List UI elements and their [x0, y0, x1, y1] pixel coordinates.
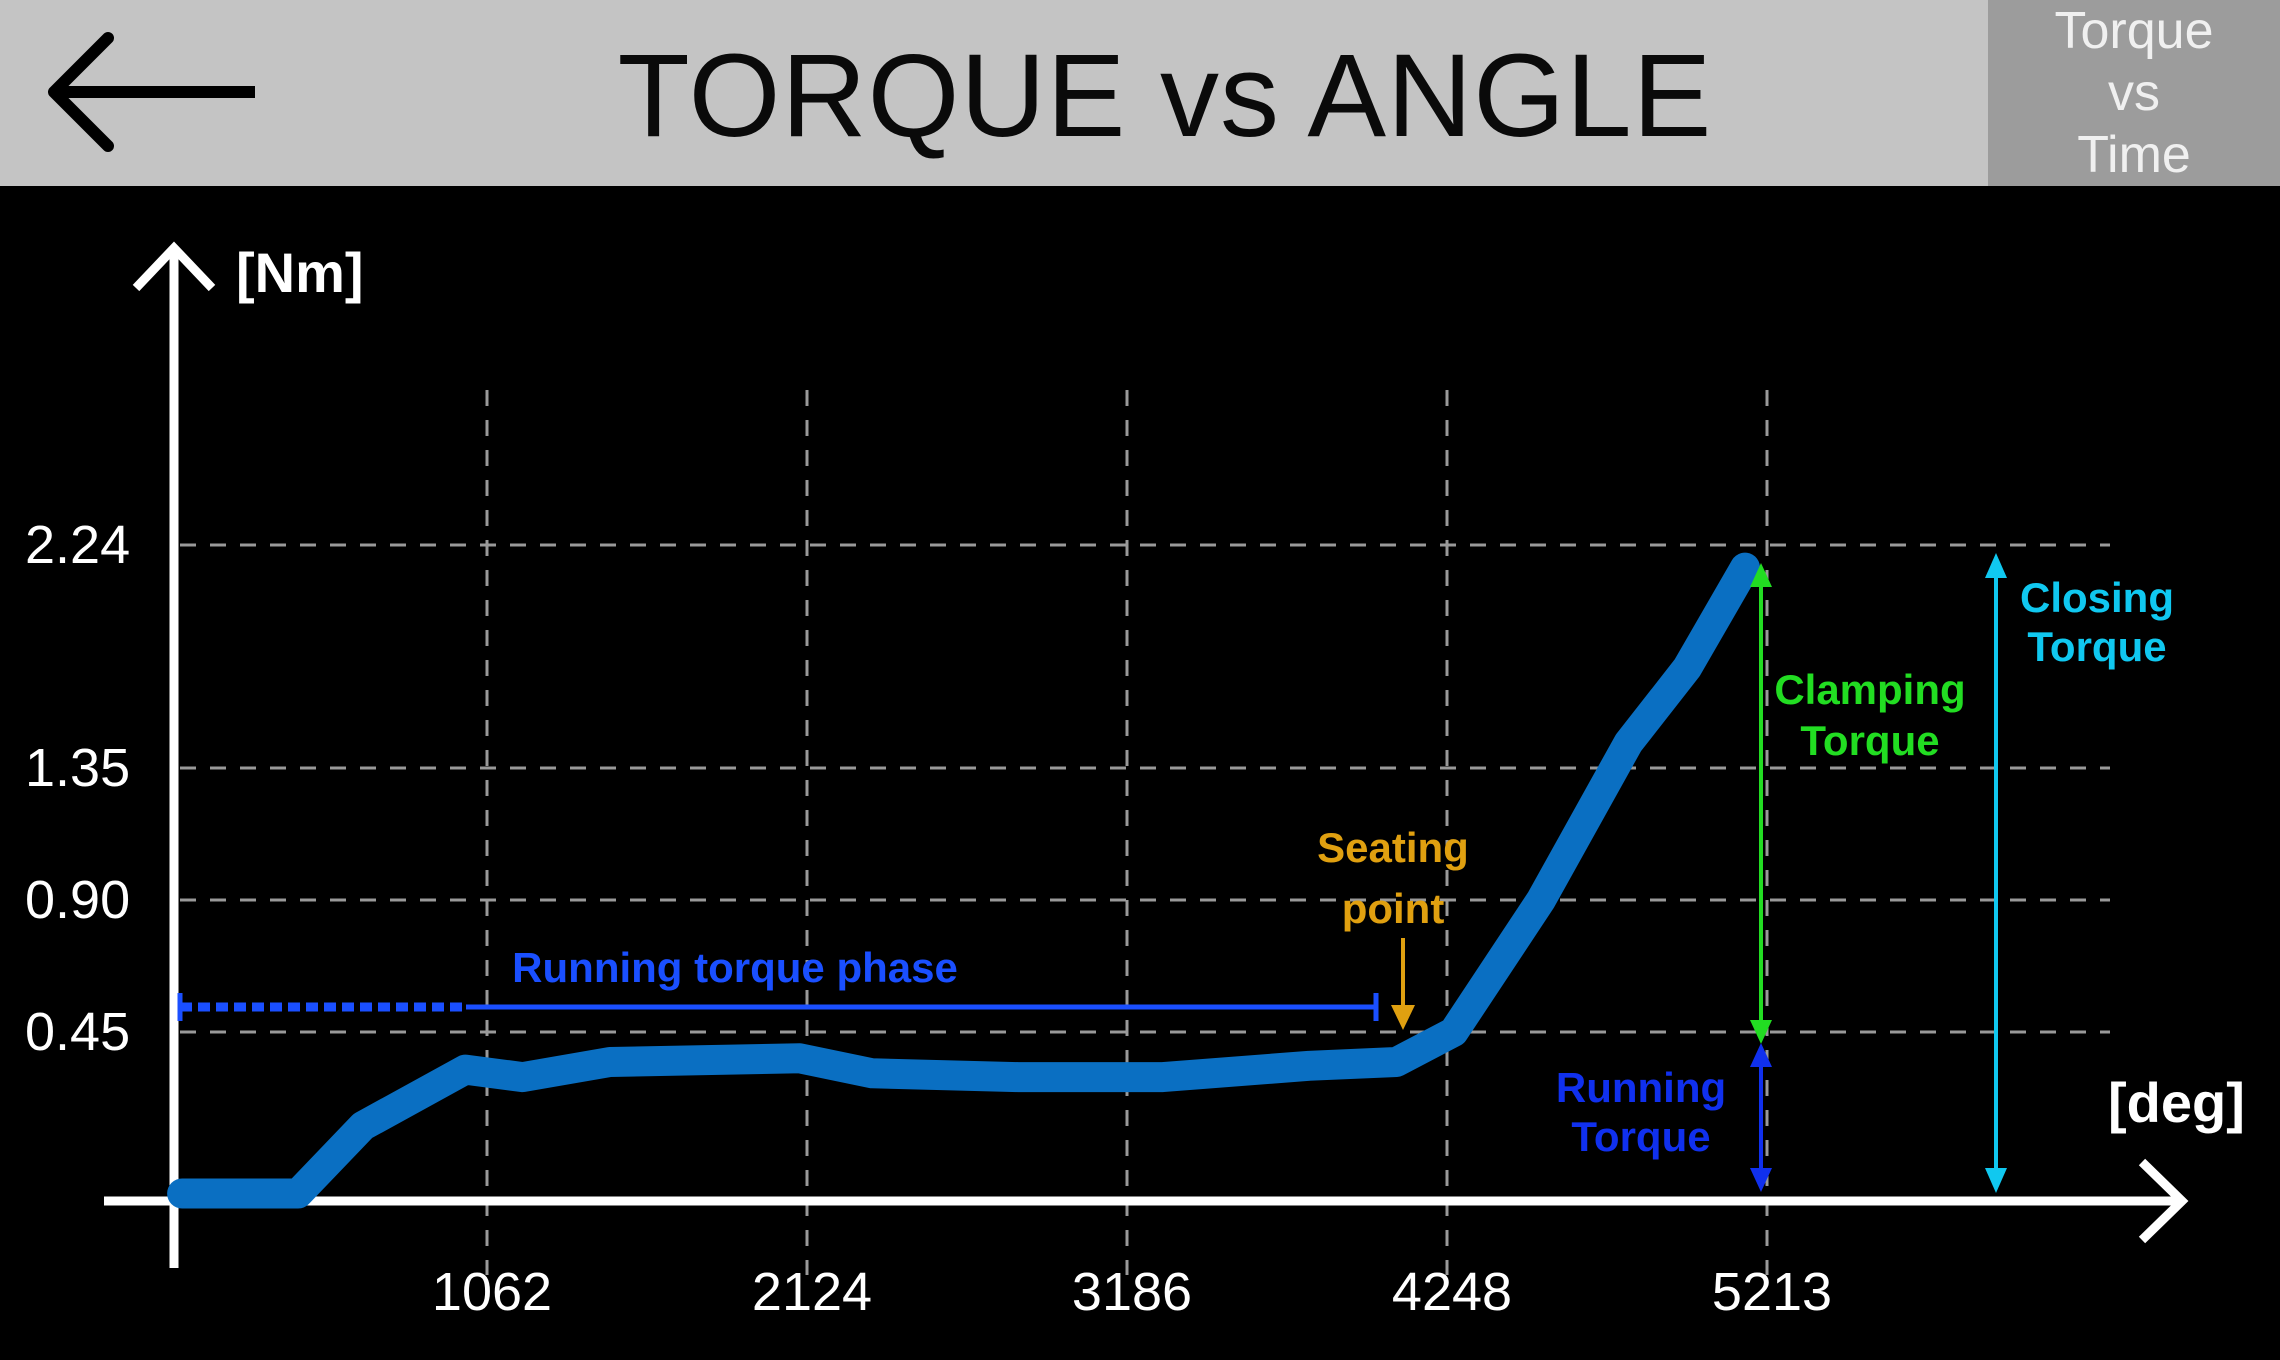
button-label-line: vs [2108, 64, 2160, 122]
y-tick-label: 1.35 [25, 738, 130, 798]
svg-text:Torque: Torque [2027, 623, 2166, 670]
back-button[interactable] [40, 30, 270, 155]
grid [180, 390, 2110, 1275]
svg-text:Torque: Torque [1800, 717, 1939, 764]
x-axis-arrow-icon [2138, 1158, 2189, 1244]
x-axis-label: [deg] [2108, 1071, 2245, 1134]
clamping-torque-annotation: Clamping Torque [1750, 563, 1966, 1044]
y-tick-label: 0.90 [25, 870, 130, 930]
closing-torque-annotation: Closing Torque [1985, 553, 2174, 1193]
button-label-line: Time [2077, 126, 2191, 184]
header-bar: TORQUE vs ANGLE Torque vs Time [0, 0, 2280, 186]
svg-text:point: point [1342, 885, 1445, 932]
running-phase-annotation: Running torque phase [177, 944, 1379, 1021]
x-tick-label: 1062 [432, 1262, 552, 1322]
torque-curve [167, 552, 1760, 1209]
y-axis-arrow-icon [132, 241, 216, 292]
seating-point-annotation: Seating point [1317, 824, 1469, 1030]
y-tick-label: 2.24 [25, 515, 130, 575]
arrow-left-icon [48, 32, 255, 152]
y-axis-label: [Nm] [236, 241, 364, 304]
svg-text:Closing: Closing [2020, 574, 2174, 621]
button-label-line: Torque [2054, 2, 2214, 60]
x-tick-label: 3186 [1072, 1262, 1192, 1322]
svg-text:Torque: Torque [1571, 1113, 1710, 1160]
torque-vs-time-button[interactable]: Torque vs Time [1988, 0, 2280, 186]
x-tick-label: 4248 [1392, 1262, 1512, 1322]
running-phase-label: Running torque phase [512, 944, 958, 991]
svg-text:Running: Running [1556, 1064, 1726, 1111]
svg-text:Seating: Seating [1317, 824, 1469, 871]
y-tick-label: 0.45 [25, 1002, 130, 1062]
svg-text:Clamping: Clamping [1774, 666, 1965, 713]
x-tick-label: 2124 [752, 1262, 872, 1322]
running-torque-annotation: Running Torque [1556, 1043, 1772, 1192]
page-title: TORQUE vs ANGLE [617, 30, 1713, 162]
x-tick-label: 5213 [1712, 1262, 1832, 1322]
